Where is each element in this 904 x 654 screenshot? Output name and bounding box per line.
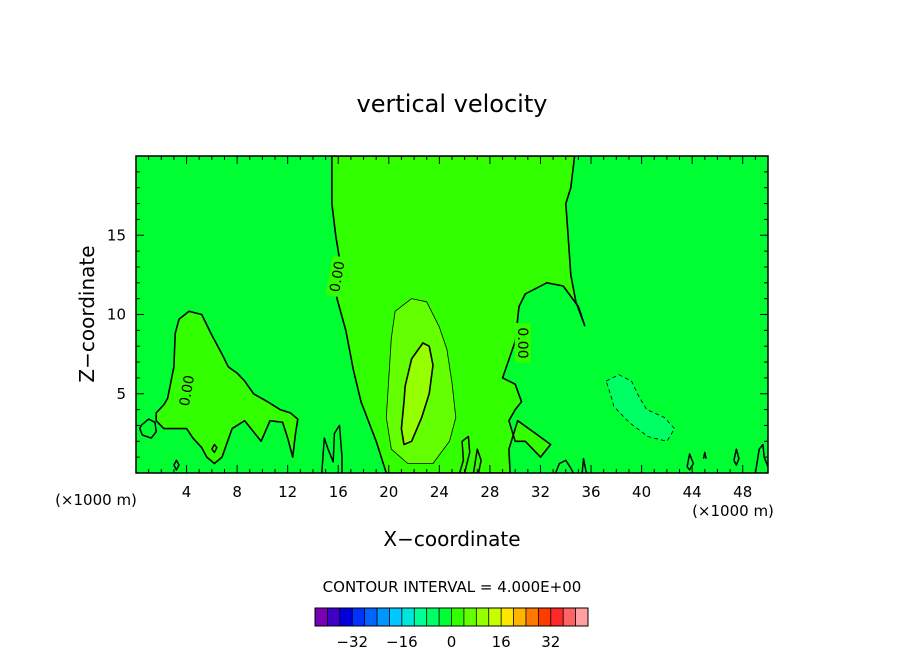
contour-label-bg-0 xyxy=(325,255,349,298)
plot-area: 0.00 0.00 0.00 xyxy=(136,156,768,473)
colorbar-swatch-21 xyxy=(575,608,589,626)
contour-region-1 xyxy=(155,310,299,465)
colorbar-swatch-10 xyxy=(439,608,452,626)
colorbar-frame xyxy=(314,607,589,627)
contour-regions xyxy=(155,156,675,473)
colorbar-tick-label-2: 0 xyxy=(447,633,457,651)
colorbar-swatch-13 xyxy=(476,608,490,626)
colorbar-swatch-0 xyxy=(315,608,328,626)
contour-region-3 xyxy=(400,342,434,446)
x-tick-label-8: 8 xyxy=(232,483,242,501)
zero-contour-line-9 xyxy=(754,443,768,473)
colorbar-tick-label-0: −32 xyxy=(336,633,368,651)
zero-contour-line-10 xyxy=(211,443,218,454)
colorbar-swatch-19 xyxy=(550,608,564,626)
contour-labels: 0.00 0.00 0.00 xyxy=(175,255,531,412)
x-tick-label-16: 16 xyxy=(329,483,348,501)
y-tick-label-15: 15 xyxy=(107,226,126,244)
x-axis-label: X−coordinate xyxy=(383,527,520,551)
colorbar-swatch-8 xyxy=(414,608,427,626)
zero-contour-line-0 xyxy=(139,418,157,439)
y-tick-label-5: 5 xyxy=(116,385,126,403)
x-tick-label-4: 4 xyxy=(182,483,192,501)
colorbar-swatch-6 xyxy=(389,608,403,626)
colorbar-swatch-2 xyxy=(339,608,353,626)
zero-contour-line-4 xyxy=(554,459,574,473)
x-tick-label-28: 28 xyxy=(480,483,499,501)
x-unit-right: (×1000 m) xyxy=(692,502,774,520)
colorbar-swatch-14 xyxy=(488,608,502,626)
colorbar-tick-label-3: 16 xyxy=(492,633,511,651)
colorbar-swatch-11 xyxy=(451,608,465,626)
colorbar-swatch-17 xyxy=(525,608,539,626)
zero-contour-line-3 xyxy=(472,448,482,473)
colorbar-tick-label-4: 32 xyxy=(541,633,560,651)
zero-contour-line-7 xyxy=(702,451,707,459)
colorbar-swatch-15 xyxy=(501,608,514,626)
y-tick-label-10: 10 xyxy=(107,306,126,324)
contour-label-2: 0.00 xyxy=(177,374,198,407)
colorbar-swatch-5 xyxy=(377,608,390,626)
x-tick-label-24: 24 xyxy=(430,483,449,501)
contour-label-1: 0.00 xyxy=(514,327,530,358)
zero-contour-line-5 xyxy=(581,457,588,473)
contour-label-bg-2 xyxy=(175,369,198,412)
zero-contour-line-2 xyxy=(458,435,471,473)
colorbar-swatch-16 xyxy=(513,608,527,626)
zero-contour-line-6 xyxy=(686,453,695,471)
colorbar-swatch-1 xyxy=(327,608,341,626)
colorbar: −32 −16 0 16 32 xyxy=(314,607,589,651)
colorbar-swatch-9 xyxy=(426,608,440,626)
colorbar-swatch-18 xyxy=(538,608,552,626)
x-tick-label-32: 32 xyxy=(531,483,550,501)
colorbar-swatch-3 xyxy=(352,608,365,626)
x-tick-label-12: 12 xyxy=(278,483,297,501)
y-axis-label: Z−coordinate xyxy=(75,245,99,382)
contour-label-0: 0.00 xyxy=(327,260,348,293)
colorbar-swatch-12 xyxy=(463,608,477,626)
x-tick-label-20: 20 xyxy=(379,483,398,501)
colorbar-swatch-4 xyxy=(364,608,378,626)
x-unit-left: (×1000 m) xyxy=(55,491,137,509)
colorbar-swatch-7 xyxy=(401,608,415,626)
zero-contour-line-8 xyxy=(733,448,740,466)
zero-contour-line-11 xyxy=(173,459,180,471)
chart-title: vertical velocity xyxy=(357,90,548,118)
contour-label-bg-1 xyxy=(514,323,531,364)
x-tick-label-36: 36 xyxy=(581,483,600,501)
contour-interval-label: CONTOUR INTERVAL = 4.000E+00 xyxy=(323,578,582,596)
x-tick-label-40: 40 xyxy=(632,483,651,501)
zero-contour-line-1 xyxy=(321,424,343,473)
x-tick-label-48: 48 xyxy=(733,483,752,501)
contour-region-4 xyxy=(605,374,675,442)
colorbar-tick-label-1: −16 xyxy=(386,633,418,651)
zero-contour-lines xyxy=(139,418,768,473)
x-tick-label-44: 44 xyxy=(683,483,702,501)
colorbar-swatch-20 xyxy=(563,608,576,626)
